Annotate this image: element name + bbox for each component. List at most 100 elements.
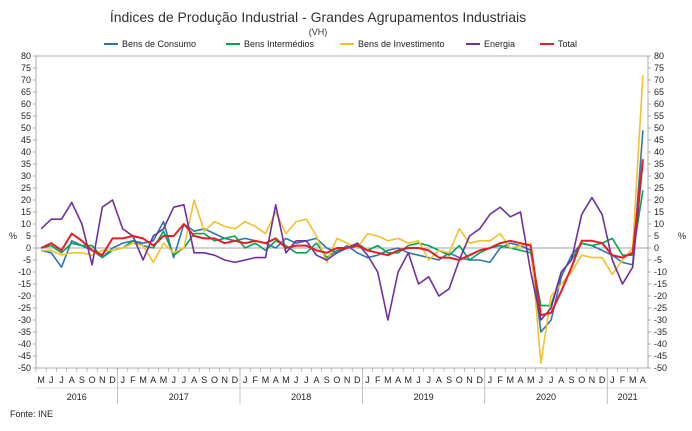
- x-month-label: J: [304, 375, 309, 385]
- x-month-label: J: [49, 375, 54, 385]
- x-year-label: 2019: [414, 392, 434, 402]
- y-tick-label-right: 70: [654, 75, 664, 85]
- x-month-label: S: [201, 375, 207, 385]
- x-month-label: N: [466, 375, 473, 385]
- x-month-label: D: [599, 375, 606, 385]
- y-tick-label-right: 80: [654, 51, 664, 61]
- x-month-label: M: [160, 375, 168, 385]
- x-month-label: O: [578, 375, 585, 385]
- x-month-label: J: [539, 375, 544, 385]
- y-tick-label-left: -20: [18, 291, 31, 301]
- x-month-label: J: [182, 375, 187, 385]
- x-year-label: 2021: [618, 392, 638, 402]
- x-month-label: D: [354, 375, 361, 385]
- x-month-label: M: [405, 375, 413, 385]
- y-tick-label-left: -45: [18, 351, 31, 361]
- x-year-label: 2018: [291, 392, 311, 402]
- x-month-label: F: [375, 375, 381, 385]
- y-tick-label-left: -5: [23, 255, 31, 265]
- x-month-label: J: [171, 375, 176, 385]
- x-month-label: A: [191, 375, 197, 385]
- x-month-label: A: [313, 375, 319, 385]
- x-month-label: S: [324, 375, 330, 385]
- legend-label: Bens Intermédios: [244, 39, 315, 49]
- x-month-label: J: [294, 375, 299, 385]
- x-month-label: N: [344, 375, 351, 385]
- y-tick-label-left: 65: [21, 87, 31, 97]
- y-tick-label-right: -10: [654, 267, 667, 277]
- y-tick-label-left: -30: [18, 315, 31, 325]
- y-tick-label-left: -25: [18, 303, 31, 313]
- x-year-label: 2016: [67, 392, 87, 402]
- y-tick-label-left: 40: [21, 147, 31, 157]
- x-month-label: J: [120, 375, 125, 385]
- x-month-label: O: [211, 375, 218, 385]
- y-tick-label-left: 75: [21, 63, 31, 73]
- x-month-label: J: [59, 375, 64, 385]
- x-month-label: O: [89, 375, 96, 385]
- y-tick-label-left: 80: [21, 51, 31, 61]
- y-tick-label-right: 35: [654, 159, 664, 169]
- source-note: Fonte: INE: [10, 409, 53, 419]
- y-tick-label-left: 25: [21, 183, 31, 193]
- x-month-label: A: [150, 375, 156, 385]
- y-axis-unit-left: %: [9, 231, 17, 241]
- y-tick-label-right: -30: [654, 315, 667, 325]
- y-tick-label-left: 60: [21, 99, 31, 109]
- y-tick-label-left: -15: [18, 279, 31, 289]
- y-tick-label-right: 0: [654, 243, 659, 253]
- y-tick-label-right: 50: [654, 123, 664, 133]
- x-month-label: M: [139, 375, 147, 385]
- legend-label: Bens de Consumo: [122, 39, 196, 49]
- y-tick-label-left: 45: [21, 135, 31, 145]
- x-month-label: J: [365, 375, 370, 385]
- series-line-total: [40, 159, 644, 317]
- x-month-label: S: [79, 375, 85, 385]
- y-tick-label-left: 50: [21, 123, 31, 133]
- legend-label: Total: [558, 39, 577, 49]
- y-tick-label-right: -50: [654, 363, 667, 373]
- y-tick-label-right: -40: [654, 339, 667, 349]
- x-year-label: 2017: [169, 392, 189, 402]
- x-month-label: A: [436, 375, 442, 385]
- series-line-bens-de-investimento: [41, 75, 644, 365]
- y-tick-label-right: 10: [654, 219, 664, 229]
- x-month-label: J: [426, 375, 431, 385]
- x-month-label: N: [221, 375, 228, 385]
- x-month-label: F: [620, 375, 626, 385]
- y-tick-label-right: -20: [654, 291, 667, 301]
- x-month-label: O: [333, 375, 340, 385]
- x-month-label: D: [232, 375, 239, 385]
- y-tick-label-right: 25: [654, 183, 664, 193]
- y-tick-label-right: 45: [654, 135, 664, 145]
- y-axis-unit-right: %: [678, 231, 686, 241]
- y-tick-label-left: 20: [21, 195, 31, 205]
- x-month-label: D: [476, 375, 483, 385]
- y-tick-label-right: 5: [654, 231, 659, 241]
- x-month-label: M: [507, 375, 515, 385]
- x-month-label: M: [37, 375, 45, 385]
- x-month-label: M: [629, 375, 637, 385]
- x-month-label: F: [253, 375, 259, 385]
- y-tick-label-right: -5: [654, 255, 662, 265]
- x-month-label: A: [517, 375, 523, 385]
- x-month-label: N: [99, 375, 106, 385]
- y-tick-label-right: -35: [654, 327, 667, 337]
- y-tick-label-left: 15: [21, 207, 31, 217]
- legend-label: Bens de Investimento: [358, 39, 445, 49]
- y-tick-label-right: -15: [654, 279, 667, 289]
- y-tick-label-left: 70: [21, 75, 31, 85]
- chart-subtitle: (VH): [309, 27, 328, 37]
- x-month-label: D: [109, 375, 116, 385]
- y-tick-label-left: 55: [21, 111, 31, 121]
- legend: Bens de Consumo Bens Intermédios Bens de I…: [104, 39, 577, 49]
- y-tick-label-right: -25: [654, 303, 667, 313]
- x-month-label: M: [527, 375, 535, 385]
- x-month-label: S: [568, 375, 574, 385]
- x-month-label: O: [456, 375, 463, 385]
- y-tick-label-left: 5: [26, 231, 31, 241]
- x-month-label: M: [262, 375, 270, 385]
- x-month-label: A: [640, 375, 646, 385]
- x-month-label: M: [384, 375, 392, 385]
